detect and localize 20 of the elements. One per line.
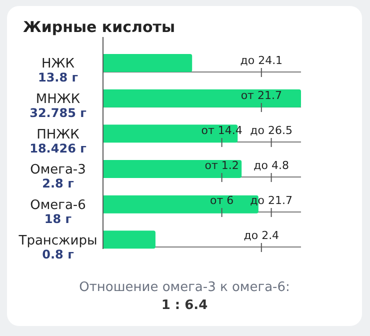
y-tick-label: МНЖК 32.785 г (30, 92, 86, 120)
y-tick-label: Омега-3 2.8 г (30, 162, 86, 191)
text: 1 : 6.4 (160, 298, 209, 313)
bar (103, 54, 192, 72)
annotation: до 24.1 (240, 54, 283, 67)
bar (103, 160, 242, 178)
chart-title: Жирные кислоты (23, 18, 176, 36)
bar (103, 89, 301, 108)
y-tick-label: Омега-6 18 г (30, 198, 86, 226)
annotation: до 4.8 (254, 159, 289, 172)
y-tick-label: НЖК 13.8 г (38, 56, 78, 85)
annotation: до 26.5 (250, 124, 292, 137)
text: Отношение омега-3 к омега-6: (78, 280, 291, 295)
annotation: от 6 (210, 194, 234, 207)
annotation: до 2.4 (244, 229, 280, 242)
bar (103, 230, 156, 249)
y-tick-label: ПНЖК 18.426 г (30, 127, 86, 156)
annotation: от 21.7 (240, 89, 282, 102)
annotation: от 1.2 (204, 159, 239, 172)
y-tick-label: Трансжиры 0.8 г (18, 233, 98, 262)
